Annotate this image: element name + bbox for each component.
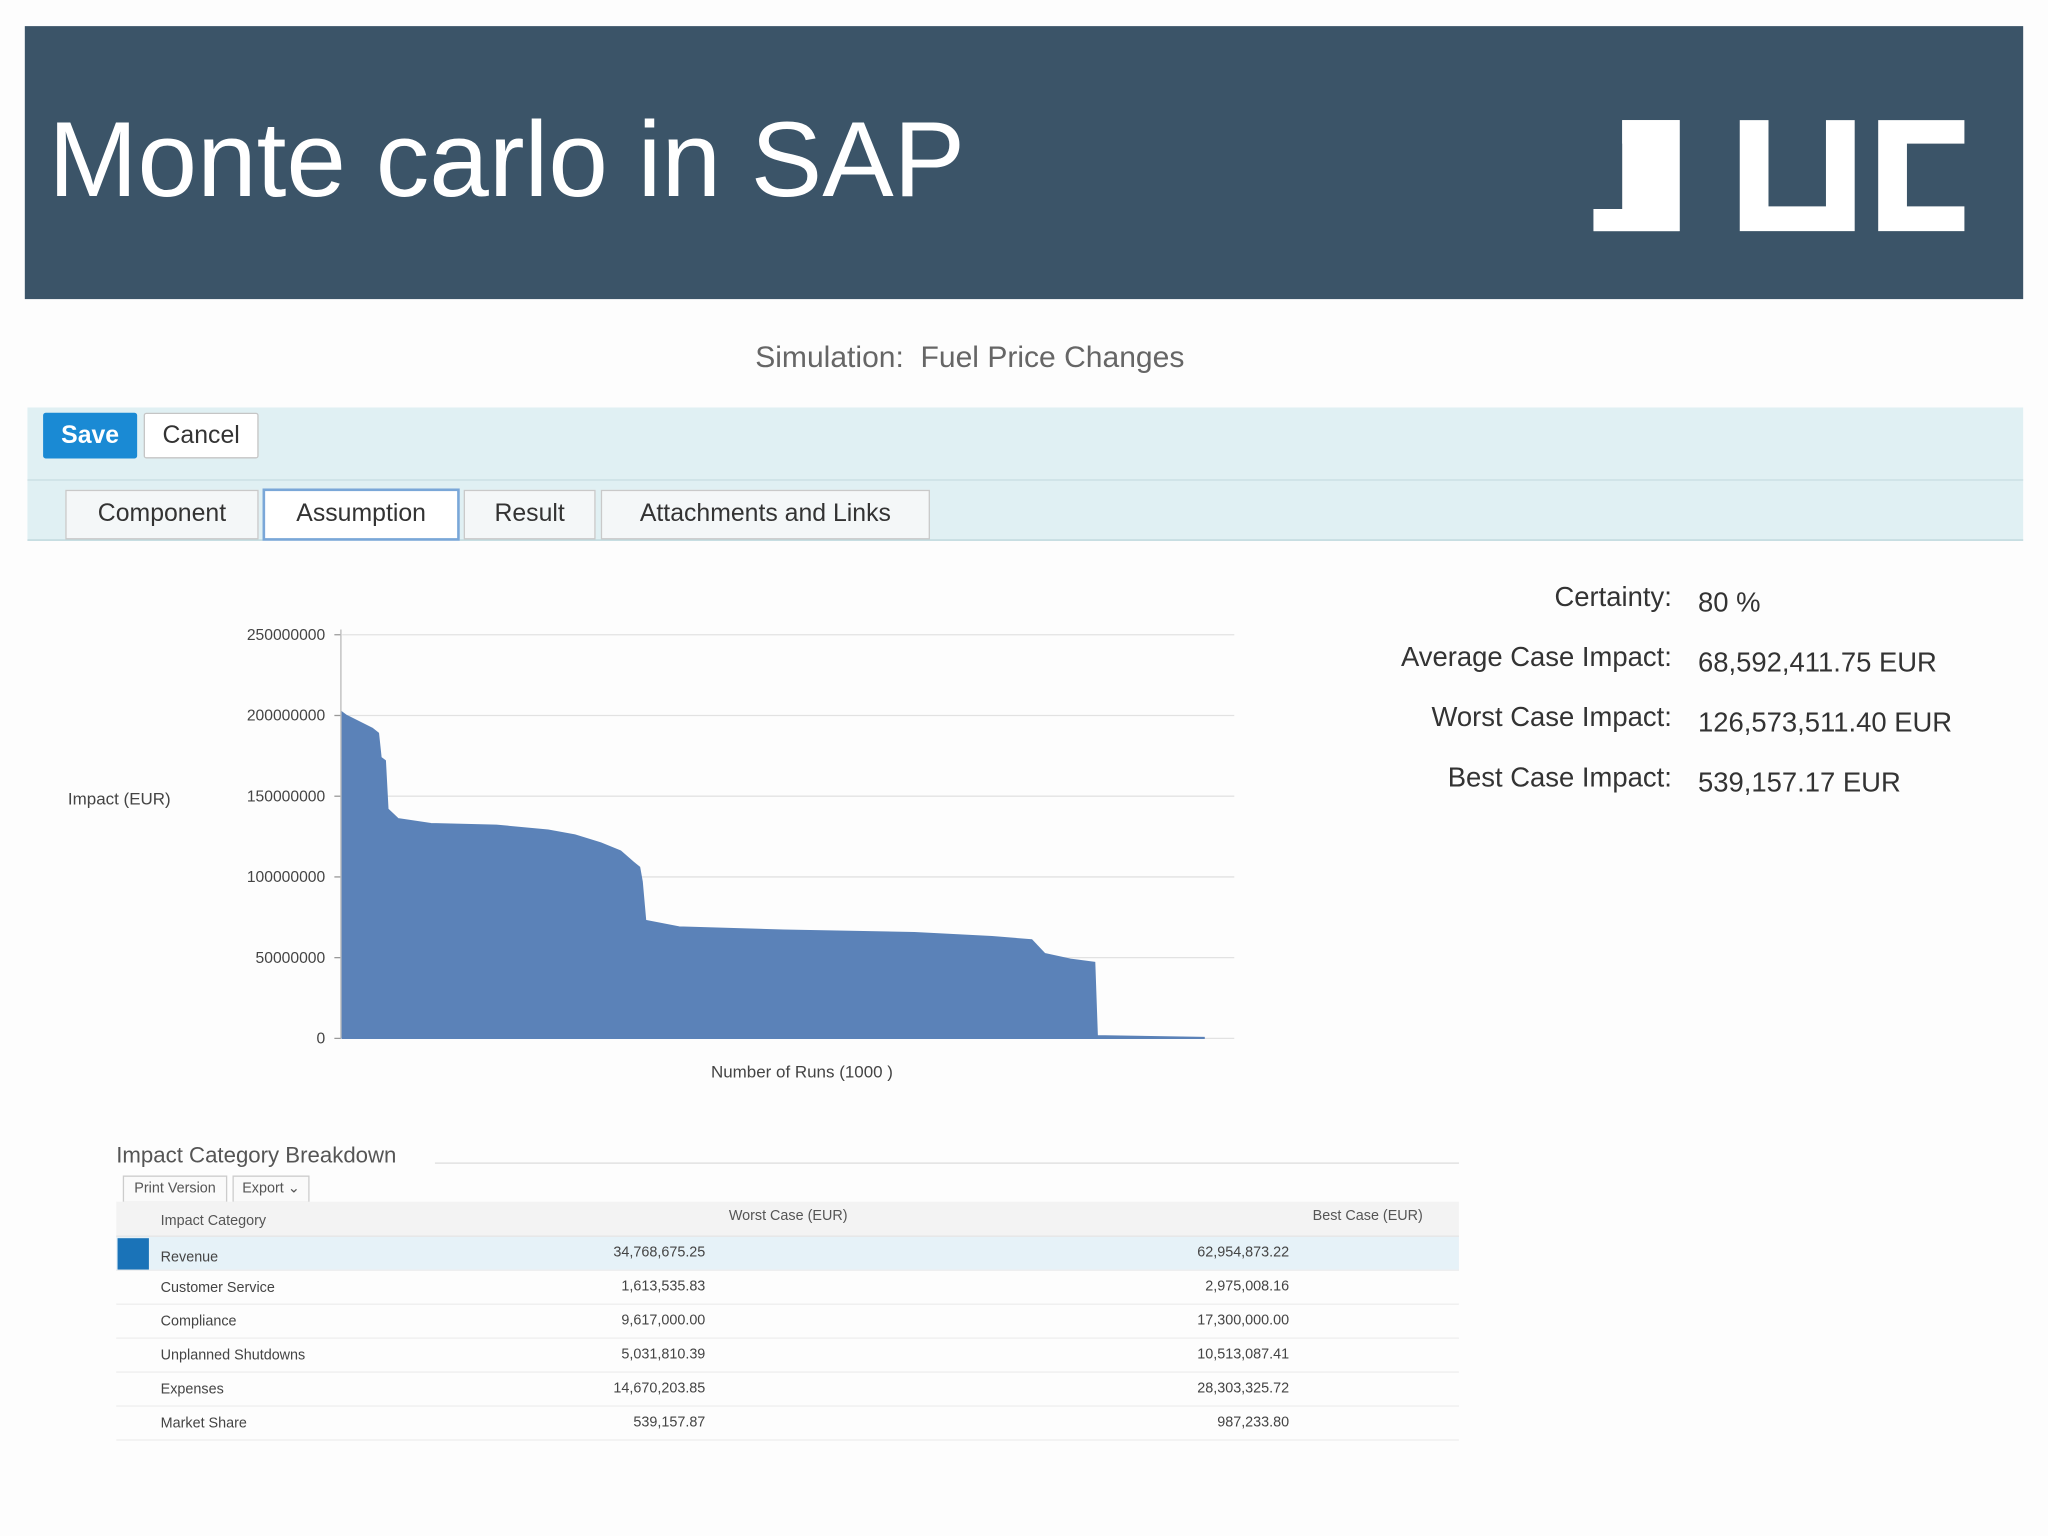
column-header: Worst Case (EUR) bbox=[728, 1208, 848, 1224]
tab[interactable]: Result bbox=[463, 489, 596, 540]
cell: 34,768,675.25 bbox=[613, 1244, 706, 1261]
logo-u bbox=[1739, 120, 1855, 232]
y-tick-label: 50000000 bbox=[256, 950, 326, 967]
cell: Compliance bbox=[160, 1313, 237, 1330]
simulation-name: Fuel Price Changes bbox=[920, 339, 1185, 374]
stat-value: 80 % bbox=[1697, 587, 1761, 618]
cell: 539,157.87 bbox=[633, 1414, 706, 1431]
cancel-button[interactable]: Cancel bbox=[143, 412, 259, 459]
cell: 987,233.80 bbox=[1217, 1414, 1290, 1431]
y-tick-label: 150000000 bbox=[247, 788, 326, 805]
cell: 9,617,000.00 bbox=[621, 1312, 706, 1329]
stat-value: 126,573,511.40 EUR bbox=[1697, 707, 1953, 738]
row-selector bbox=[117, 1238, 149, 1270]
x-axis-title: Number of Runs (1000 ) bbox=[711, 1063, 893, 1082]
separator bbox=[434, 1162, 1459, 1164]
logo bbox=[1593, 120, 1965, 232]
cell: 14,670,203.85 bbox=[613, 1380, 706, 1397]
table-row: Customer Service 1,613,535.83 2,975,008.16 bbox=[116, 1271, 1459, 1305]
simulation-heading: Simulation: Fuel Price Changes bbox=[0, 340, 1940, 375]
tab[interactable]: Component bbox=[65, 489, 259, 540]
y-axis-title: Impact (EUR) bbox=[68, 790, 171, 809]
cell: 1,613,535.83 bbox=[621, 1278, 706, 1295]
chart: Impact (EUR) Number of Runs (1000 ) 0 50000… bbox=[68, 627, 1235, 1082]
cell: Customer Service bbox=[160, 1279, 275, 1296]
separator bbox=[27, 479, 2024, 481]
table-title: Impact Category Breakdown bbox=[116, 1142, 397, 1168]
y-tick-label: 0 bbox=[317, 1031, 326, 1048]
y-tick-label: 250000000 bbox=[247, 627, 326, 644]
column-header: Impact Category bbox=[160, 1213, 267, 1230]
cell: Market Share bbox=[160, 1415, 247, 1432]
table-header: Impact Category Worst Case (EUR) Best Case… bbox=[116, 1201, 1459, 1237]
table: Impact Category Worst Case (EUR) Best Case… bbox=[116, 1201, 1459, 1441]
table-row: Compliance 9,617,000.00 17,300,000.00 bbox=[116, 1305, 1459, 1339]
y-tick-label: 100000000 bbox=[247, 869, 326, 886]
header-bar: Monte carlo in SAP bbox=[24, 26, 2024, 300]
column-header: Best Case (EUR) bbox=[1312, 1208, 1423, 1224]
cell: 2,975,008.16 bbox=[1205, 1278, 1290, 1295]
export-label: Export bbox=[242, 1180, 284, 1197]
cell: Unplanned Shutdowns bbox=[160, 1347, 306, 1364]
cell: 5,031,810.39 bbox=[621, 1346, 706, 1363]
simulation-label: Simulation: bbox=[755, 339, 904, 374]
stat-value: 68,592,411.75 EUR bbox=[1697, 647, 1937, 678]
tab[interactable]: Attachments and Links bbox=[600, 489, 930, 540]
toolbar: Save Cancel Component Assumption Result … bbox=[27, 407, 2024, 541]
area bbox=[341, 710, 1205, 1040]
tab-selected[interactable]: Assumption bbox=[262, 488, 460, 541]
cell: Revenue bbox=[160, 1249, 219, 1266]
logo-c bbox=[1878, 120, 1965, 232]
table-row: Revenue 34,768,675.25 62,954,873.22 bbox=[116, 1236, 1459, 1271]
export-button[interactable]: Export ⌄ bbox=[232, 1175, 310, 1203]
save-button[interactable]: Save bbox=[43, 412, 138, 459]
table-row: Unplanned Shutdowns 5,031,810.39 10,513,08… bbox=[116, 1339, 1459, 1373]
slide-title: Monte carlo in SAP bbox=[48, 100, 966, 220]
y-tick-label: 200000000 bbox=[247, 708, 326, 725]
stat-label: Average Case Impact: bbox=[1400, 642, 1672, 673]
table-row: Market Share 539,157.87 987,233.80 bbox=[116, 1407, 1459, 1441]
print-button[interactable]: Print Version bbox=[122, 1175, 228, 1203]
cell: 10,513,087.41 bbox=[1197, 1346, 1290, 1363]
cell: 62,954,873.22 bbox=[1197, 1244, 1290, 1261]
cell: 17,300,000.00 bbox=[1197, 1312, 1290, 1329]
stat-value: 539,157.17 EUR bbox=[1697, 767, 1901, 799]
stat-label: Best Case Impact: bbox=[1447, 762, 1672, 793]
cell: Expenses bbox=[160, 1381, 224, 1398]
stat-label: Worst Case Impact: bbox=[1431, 702, 1672, 733]
cell: 28,303,325.72 bbox=[1197, 1380, 1290, 1397]
stat-label: Certainty: bbox=[1554, 582, 1672, 613]
table-row: Expenses 14,670,203.85 28,303,325.72 bbox=[116, 1373, 1459, 1407]
